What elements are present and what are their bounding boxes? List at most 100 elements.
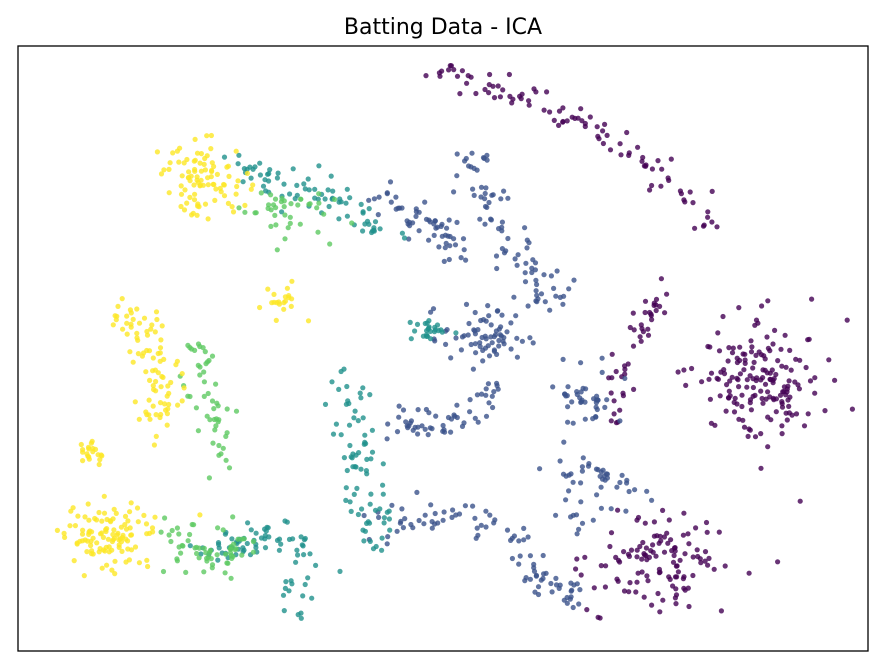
data-point-mid-top [494, 265, 500, 272]
data-point-bottom-right-blob [660, 597, 666, 603]
data-point-upper-left-green [252, 210, 258, 216]
data-point-upper-left-yellow [235, 178, 241, 184]
data-point-upper-left-band [279, 209, 285, 215]
data-point-bottom-left-green [220, 527, 226, 533]
data-point-center [530, 340, 536, 346]
data-point-mid-band [422, 199, 428, 205]
data-point-lower-left-arc [384, 541, 390, 547]
data-point-upper-left-yellow [250, 182, 256, 188]
data-point-right-blob [779, 363, 785, 369]
data-point-center [463, 301, 470, 307]
data-point-upper-left-yellow [208, 132, 214, 139]
data-point-lower-left [229, 536, 235, 542]
data-point-left-yellow [153, 412, 159, 418]
data-point-right-blob [760, 400, 766, 406]
data-point-bottom-right-blob [584, 607, 590, 613]
data-point-bottom-left-green [169, 527, 175, 534]
data-point-mid-left-yellow [271, 299, 277, 305]
data-point-upper-left-green [285, 225, 291, 231]
data-point-arc-top [692, 225, 698, 231]
data-point-bottom-right-blob [651, 519, 658, 525]
data-point-right-blob [689, 365, 695, 372]
data-point-bottom-right-blob [657, 533, 663, 539]
data-point-mid-top [542, 299, 548, 305]
data-point-lower-left-arc [521, 537, 527, 543]
data-point-bottom-left-yellow [110, 531, 116, 538]
data-point-right-blob [745, 433, 751, 439]
data-point-bottom-right-blob [628, 547, 635, 553]
data-point-right-low [624, 477, 630, 483]
data-point-right-mid [617, 418, 623, 424]
data-point-right-mid [578, 399, 584, 405]
data-point-left-strand [341, 366, 347, 372]
data-point-left-green [192, 347, 198, 353]
data-point-right-mid [550, 384, 556, 390]
data-point-bottom-left-yellow [80, 527, 86, 533]
data-point-mid-top [505, 195, 511, 201]
data-point-right-mid [622, 375, 628, 381]
data-point-upper-left-band [316, 163, 322, 169]
data-point-upper-left-band [344, 186, 350, 192]
data-point-bottom-right-blob [574, 556, 580, 562]
data-point-left-yellow [181, 385, 187, 391]
data-point-lower-left [286, 536, 293, 543]
data-point-right-blob [716, 348, 723, 354]
data-point-center-low [396, 414, 402, 420]
data-point-upper-left-yellow [181, 207, 188, 213]
data-point-left-strand [333, 421, 339, 427]
data-point-mid-left-yellow [284, 285, 290, 291]
data-point-upper-left-yellow [191, 158, 197, 164]
data-point-right-blob [675, 369, 681, 375]
data-point-right-strand [664, 291, 670, 297]
data-point-bottom-left-yellow [122, 522, 128, 528]
data-point-left-strand [344, 383, 350, 390]
data-point-left-strand [369, 427, 375, 433]
data-point-left-strand [351, 415, 357, 421]
data-point-upper-left-green [295, 202, 301, 208]
data-point-bottom-left-green [187, 531, 193, 538]
data-point-bottom-left-green [178, 550, 184, 556]
data-point-bottom-right-blob [673, 586, 679, 592]
data-point-mid-top [486, 199, 492, 206]
data-point-lower-left-arc [557, 582, 563, 588]
data-point-far-left-yellow [86, 446, 92, 452]
data-point-arc-top [595, 133, 601, 139]
data-point-right-blob [742, 360, 748, 366]
data-point-lower-left-arc [487, 512, 493, 518]
data-point-upper-left-band [312, 195, 318, 201]
data-point-bottom-left-yellow [127, 525, 133, 531]
data-point-bottom-left-yellow [125, 538, 131, 544]
data-point-left-yellow [157, 345, 164, 351]
data-point-right-blob [832, 377, 838, 383]
data-point-left-green [224, 430, 230, 436]
data-point-arc-top [617, 141, 623, 147]
data-point-bottom-right-blob [642, 552, 648, 558]
data-point-mid-top [478, 184, 485, 190]
data-point-right-low [623, 508, 629, 514]
data-point-mid-band [452, 242, 459, 248]
data-point-center-low [491, 389, 497, 395]
data-point-right-strand [645, 326, 651, 332]
data-point-bottom-right-blob [653, 553, 659, 559]
data-point-right-strand [630, 343, 637, 349]
data-point-upper-left-green [316, 191, 322, 197]
data-point-mid-top [534, 281, 540, 288]
data-point-lower-left-arc [553, 575, 559, 582]
data-point-lower-left-arc [400, 525, 406, 531]
data-point-upper-left-yellow [209, 160, 215, 166]
data-point-arc-top [541, 107, 547, 113]
data-point-upper-left-green [279, 195, 285, 202]
data-point-arc-top [500, 87, 506, 93]
data-point-left-yellow [136, 320, 143, 326]
data-point-left-yellow [134, 306, 140, 312]
data-point-center-low [454, 402, 460, 408]
data-point-upper-left-yellow [166, 166, 172, 172]
data-point-upper-left-band [236, 152, 242, 158]
data-point-center-low [490, 404, 496, 411]
data-point-mid-top [529, 269, 535, 276]
data-point-right-blob [795, 382, 801, 388]
data-point-right-blob [681, 367, 687, 373]
data-point-left-yellow [154, 316, 160, 323]
data-point-right-blob [739, 392, 745, 398]
data-point-right-mid [602, 404, 608, 410]
